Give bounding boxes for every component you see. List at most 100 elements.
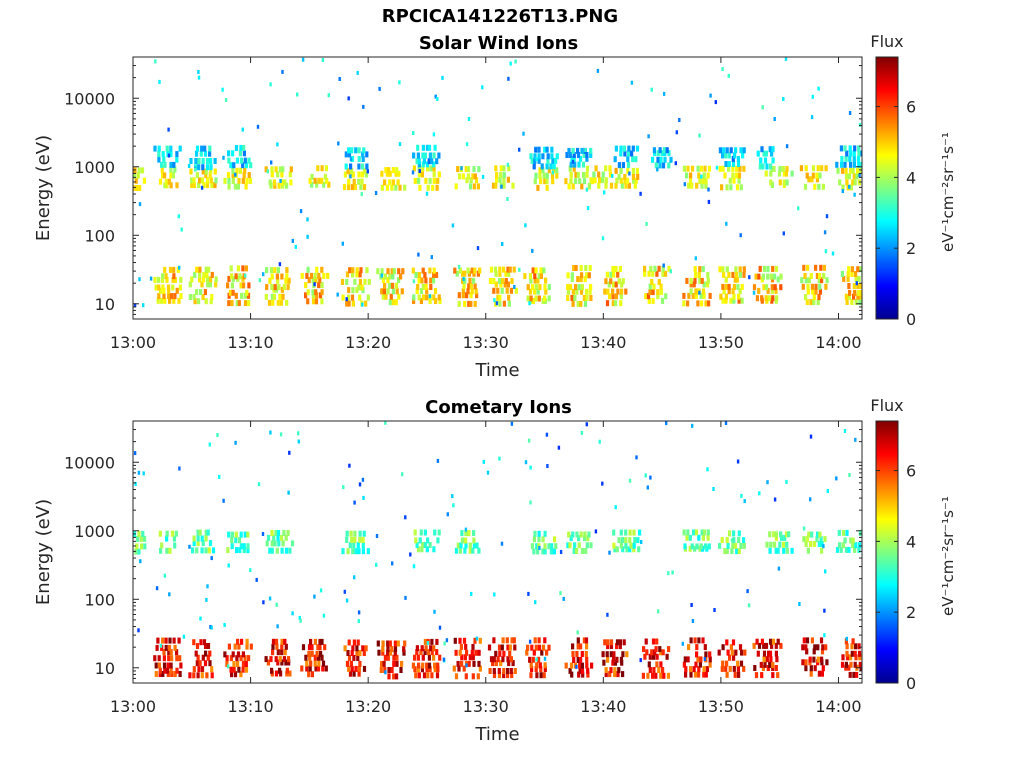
flux-cell — [605, 300, 610, 307]
flux-cell — [164, 637, 168, 644]
flux-cell — [346, 168, 350, 175]
y-tick-label: 1000 — [74, 522, 115, 541]
flux-cell — [416, 654, 420, 661]
flux-cell — [756, 150, 760, 157]
noise-cell — [224, 98, 228, 102]
flux-cell — [543, 295, 547, 302]
flux-cell — [583, 276, 587, 283]
y-tick-label: 10000 — [64, 453, 115, 472]
flux-cell — [810, 531, 814, 538]
flux-cell — [579, 657, 583, 663]
flux-cell — [270, 171, 274, 178]
flux-cell — [208, 145, 212, 152]
noise-cell — [374, 191, 378, 195]
flux-cell — [469, 177, 473, 184]
flux-cell — [343, 171, 347, 178]
flux-cell — [768, 531, 772, 538]
flux-cell — [769, 638, 773, 645]
noise-cell — [465, 142, 469, 147]
flux-cell — [844, 167, 848, 174]
flux-cell — [200, 547, 204, 554]
noise-cell — [727, 73, 730, 78]
noise-cell — [559, 591, 562, 596]
flux-cell — [701, 266, 705, 273]
flux-cell — [804, 541, 808, 547]
flux-cell — [173, 166, 177, 173]
noise-cell — [208, 442, 211, 447]
flux-cell — [769, 170, 773, 177]
noise-cell — [281, 69, 284, 74]
flux-cell — [421, 542, 425, 548]
flux-cell — [229, 666, 233, 673]
flux-cell — [285, 273, 289, 280]
noise-cell — [380, 273, 384, 278]
flux-cell — [778, 166, 782, 172]
noise-cell — [601, 236, 605, 241]
flux-cell — [175, 655, 179, 662]
flux-cell — [488, 668, 492, 674]
colorbar-title: Flux — [870, 32, 903, 51]
flux-cell — [615, 643, 619, 650]
flux-cell — [289, 179, 293, 186]
flux-cell — [636, 537, 640, 544]
flux-cell — [395, 660, 399, 667]
flux-cell — [661, 667, 665, 673]
flux-cell — [178, 284, 182, 291]
flux-cell — [541, 644, 546, 651]
flux-cell — [235, 300, 239, 307]
flux-cell — [376, 268, 380, 275]
noise-cell — [349, 157, 353, 162]
flux-cell — [209, 177, 213, 184]
noise-cell — [206, 584, 209, 589]
flux-cell — [435, 672, 440, 679]
flux-cell — [850, 266, 854, 273]
noise-cell — [441, 75, 444, 80]
noise-cell — [802, 526, 806, 531]
flux-cell — [175, 287, 179, 294]
flux-cell — [428, 666, 432, 673]
flux-cell — [585, 272, 589, 279]
flux-cell — [733, 542, 738, 549]
flux-cell — [320, 177, 324, 184]
flux-cell — [392, 660, 396, 667]
flux-cell — [571, 651, 575, 657]
flux-cell — [735, 276, 739, 283]
flux-cell — [643, 265, 647, 272]
flux-cell — [529, 295, 533, 302]
flux-cell — [386, 649, 390, 656]
flux-cell — [771, 146, 775, 153]
noise-cell — [137, 628, 140, 633]
flux-cell — [816, 299, 820, 306]
noise-cell — [319, 588, 323, 593]
noise-cell — [714, 100, 717, 105]
flux-cell — [320, 165, 324, 172]
noise-cell — [752, 290, 756, 295]
flux-cell — [646, 293, 651, 300]
flux-cell — [425, 666, 429, 673]
flux-cell — [627, 145, 631, 152]
flux-cell — [272, 293, 276, 300]
flux-cell — [283, 638, 287, 645]
flux-cell — [424, 277, 428, 284]
flux-cell — [772, 166, 776, 172]
flux-cell — [738, 288, 742, 295]
flux-cell — [280, 547, 284, 554]
flux-cell — [566, 295, 570, 301]
flux-cell — [390, 667, 394, 673]
flux-cell — [462, 283, 466, 290]
flux-cell — [196, 535, 200, 542]
flux-cell — [525, 649, 529, 656]
flux-cell — [310, 650, 314, 657]
flux-cell — [304, 282, 308, 289]
flux-cell — [614, 281, 618, 288]
noise-cell — [500, 184, 503, 189]
flux-cell — [579, 300, 583, 307]
flux-cell — [838, 542, 842, 549]
flux-cell — [494, 165, 498, 172]
flux-cell — [618, 266, 622, 272]
flux-cell — [157, 156, 161, 163]
flux-cell — [280, 534, 284, 541]
flux-cell — [718, 266, 722, 273]
